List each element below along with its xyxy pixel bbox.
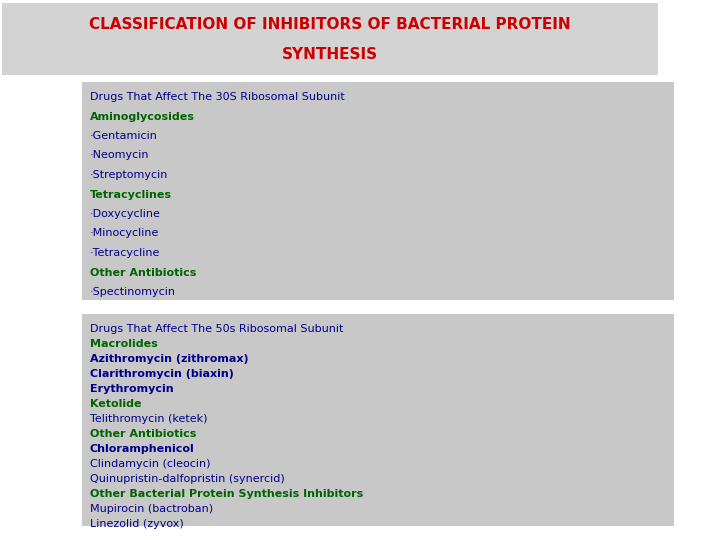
Bar [82, 314, 674, 526]
Bar [82, 82, 674, 300]
Text: CLASSIFICATION OF INHIBITORS OF BACTERIAL PROTEIN: CLASSIFICATION OF INHIBITORS OF BACTERIA… [89, 17, 571, 32]
Text: Azithromycin (zithromax): Azithromycin (zithromax) [90, 354, 248, 364]
Text: Drugs That Affect The 50s Ribosomal Subunit: Drugs That Affect The 50s Ribosomal Subu… [90, 324, 343, 334]
Text: Clindamycin (cleocin): Clindamycin (cleocin) [90, 459, 210, 469]
Text: Telithromycin (ketek): Telithromycin (ketek) [90, 414, 207, 424]
Text: ·Gentamicin: ·Gentamicin [90, 131, 158, 141]
Text: ·Tetracycline: ·Tetracycline [90, 248, 161, 258]
Text: Macrolides: Macrolides [90, 339, 158, 349]
Text: Other Antibiotics: Other Antibiotics [90, 267, 197, 278]
Text: ·Neomycin: ·Neomycin [90, 151, 150, 160]
Text: Other Antibiotics: Other Antibiotics [90, 429, 197, 439]
Text: Ketolide: Ketolide [90, 399, 142, 409]
Text: ·Spectinomycin: ·Spectinomycin [90, 287, 176, 297]
Text: ·Streptomycin: ·Streptomycin [90, 170, 168, 180]
Text: Mupirocin (bactroban): Mupirocin (bactroban) [90, 504, 213, 514]
Text: Other Bacterial Protein Synthesis Inhibitors: Other Bacterial Protein Synthesis Inhibi… [90, 489, 364, 499]
Text: ·Minocycline: ·Minocycline [90, 228, 159, 239]
Text: Clarithromycin (biaxin): Clarithromycin (biaxin) [90, 369, 234, 379]
Text: Tetracyclines: Tetracyclines [90, 190, 172, 199]
Text: Drugs That Affect The 30S Ribosomal Subunit: Drugs That Affect The 30S Ribosomal Subu… [90, 92, 345, 102]
Bar [2, 3, 658, 75]
Text: SYNTHESIS: SYNTHESIS [282, 48, 378, 62]
Text: Linezolid (zyvox): Linezolid (zyvox) [90, 519, 184, 529]
Text: Erythromycin: Erythromycin [90, 384, 174, 394]
Text: ·Doxycycline: ·Doxycycline [90, 209, 161, 219]
Text: Aminoglycosides: Aminoglycosides [90, 111, 195, 122]
Text: Chloramphenicol: Chloramphenicol [90, 444, 194, 454]
Text: Quinupristin-dalfopristin (synercid): Quinupristin-dalfopristin (synercid) [90, 474, 284, 484]
